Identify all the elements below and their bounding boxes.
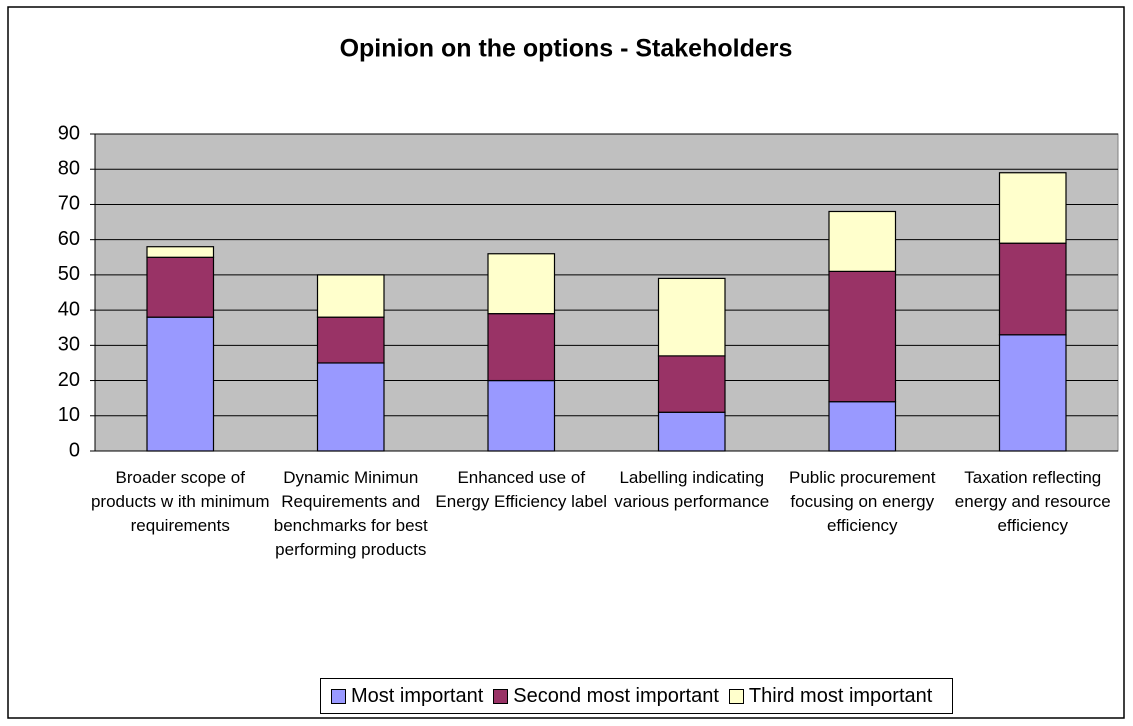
y-tick-label: 0 [69, 439, 80, 461]
bar-segment [316, 274, 385, 318]
bar-segment [316, 316, 385, 364]
y-tick-label: 20 [58, 369, 80, 391]
legend-label: Most important [351, 684, 484, 707]
bar-segment [657, 277, 726, 357]
legend-swatch [493, 688, 509, 704]
y-tick-label: 80 [58, 158, 80, 180]
bar-segment [487, 379, 556, 452]
bar-segment [998, 242, 1067, 336]
x-tick-label: Dynamic Minimun Requirements and benchma… [273, 468, 428, 559]
bar-segment [998, 172, 1067, 244]
bar-segment [828, 401, 897, 452]
bar-segment [828, 210, 897, 272]
y-tick-label: 70 [58, 193, 80, 215]
bar-segment [657, 411, 726, 452]
bar-segment [316, 362, 385, 452]
bar-segment [487, 313, 556, 382]
legend-label: Second most important [513, 684, 719, 707]
legend-swatch [728, 688, 744, 704]
y-tick-label: 90 [58, 122, 80, 144]
y-tick-label: 30 [58, 334, 80, 356]
x-tick-label: Enhanced use of Energy Efficiency label [435, 468, 608, 511]
x-tick-label: Broader scope of products w ith minimum … [90, 468, 270, 535]
x-tick-label: Taxation reflecting energy and resource … [954, 468, 1111, 535]
bar-segment [998, 334, 1067, 452]
y-tick-label: 50 [58, 263, 80, 285]
legend-label: Third most important [748, 684, 933, 707]
y-tick-label: 40 [58, 298, 80, 320]
bar-segment [146, 316, 215, 452]
x-tick-label: Public procurement focusing on energy ef… [789, 468, 936, 535]
y-tick-label: 10 [58, 404, 80, 426]
legend-item: Second most important [493, 685, 719, 708]
x-tick-label: Labelling indicating various performance [614, 468, 770, 511]
legend-swatch [331, 688, 346, 704]
bar-segment [657, 355, 726, 413]
y-tick-label: 60 [58, 228, 80, 250]
legend-item: Third most important [728, 684, 933, 708]
chart-title: Opinion on the options - Stakeholders [340, 35, 793, 63]
bar-segment [828, 270, 897, 403]
bar-segment [146, 256, 215, 318]
bar-segment [487, 253, 556, 315]
bar-segment [146, 246, 215, 258]
plot-area [94, 133, 1119, 452]
legend: Most important Second most important Third… [320, 678, 954, 714]
legend-item: Most important [331, 685, 483, 708]
